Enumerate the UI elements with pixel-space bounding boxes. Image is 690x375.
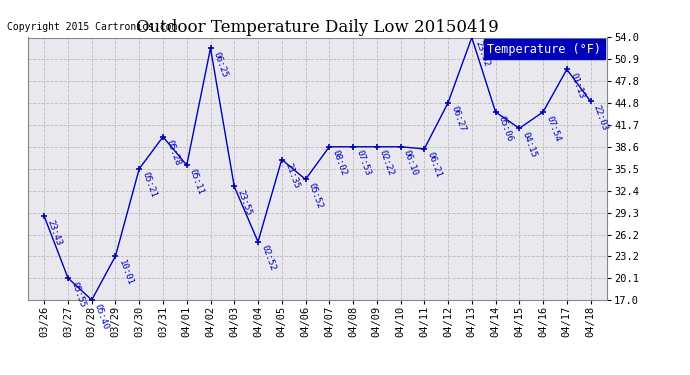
Text: Temperature (°F): Temperature (°F) [487, 43, 602, 56]
Text: 07:53: 07:53 [354, 149, 372, 177]
Text: 05:21: 05:21 [141, 171, 158, 199]
Text: 06:10: 06:10 [402, 149, 420, 177]
Text: 05:28: 05:28 [164, 139, 182, 167]
Text: 21:35: 21:35 [283, 162, 301, 190]
Text: 10:01: 10:01 [117, 258, 135, 286]
Text: 02:52: 02:52 [259, 244, 277, 272]
Text: 02:22: 02:22 [378, 149, 395, 177]
Text: 05:11: 05:11 [188, 167, 206, 196]
Text: 23:52: 23:52 [473, 40, 491, 68]
Text: 08:02: 08:02 [331, 149, 348, 177]
Text: 07:54: 07:54 [544, 114, 562, 142]
Text: 06:21: 06:21 [426, 151, 443, 179]
Text: 05:52: 05:52 [307, 182, 324, 210]
Text: 23:43: 23:43 [46, 218, 63, 247]
Text: 06:25: 06:25 [212, 50, 229, 79]
Text: 23:55: 23:55 [235, 189, 253, 217]
Text: 04:15: 04:15 [520, 130, 538, 159]
Title: Outdoor Temperature Daily Low 20150419: Outdoor Temperature Daily Low 20150419 [136, 19, 499, 36]
Text: 06:27: 06:27 [449, 105, 467, 133]
Text: 01:13: 01:13 [568, 72, 586, 100]
Text: 05:55: 05:55 [69, 280, 87, 309]
Text: 22:03: 22:03 [592, 104, 609, 132]
Text: 05:06: 05:06 [497, 114, 514, 142]
Text: Copyright 2015 Cartronics.com: Copyright 2015 Cartronics.com [7, 22, 177, 33]
Text: 05:40: 05:40 [93, 302, 110, 330]
